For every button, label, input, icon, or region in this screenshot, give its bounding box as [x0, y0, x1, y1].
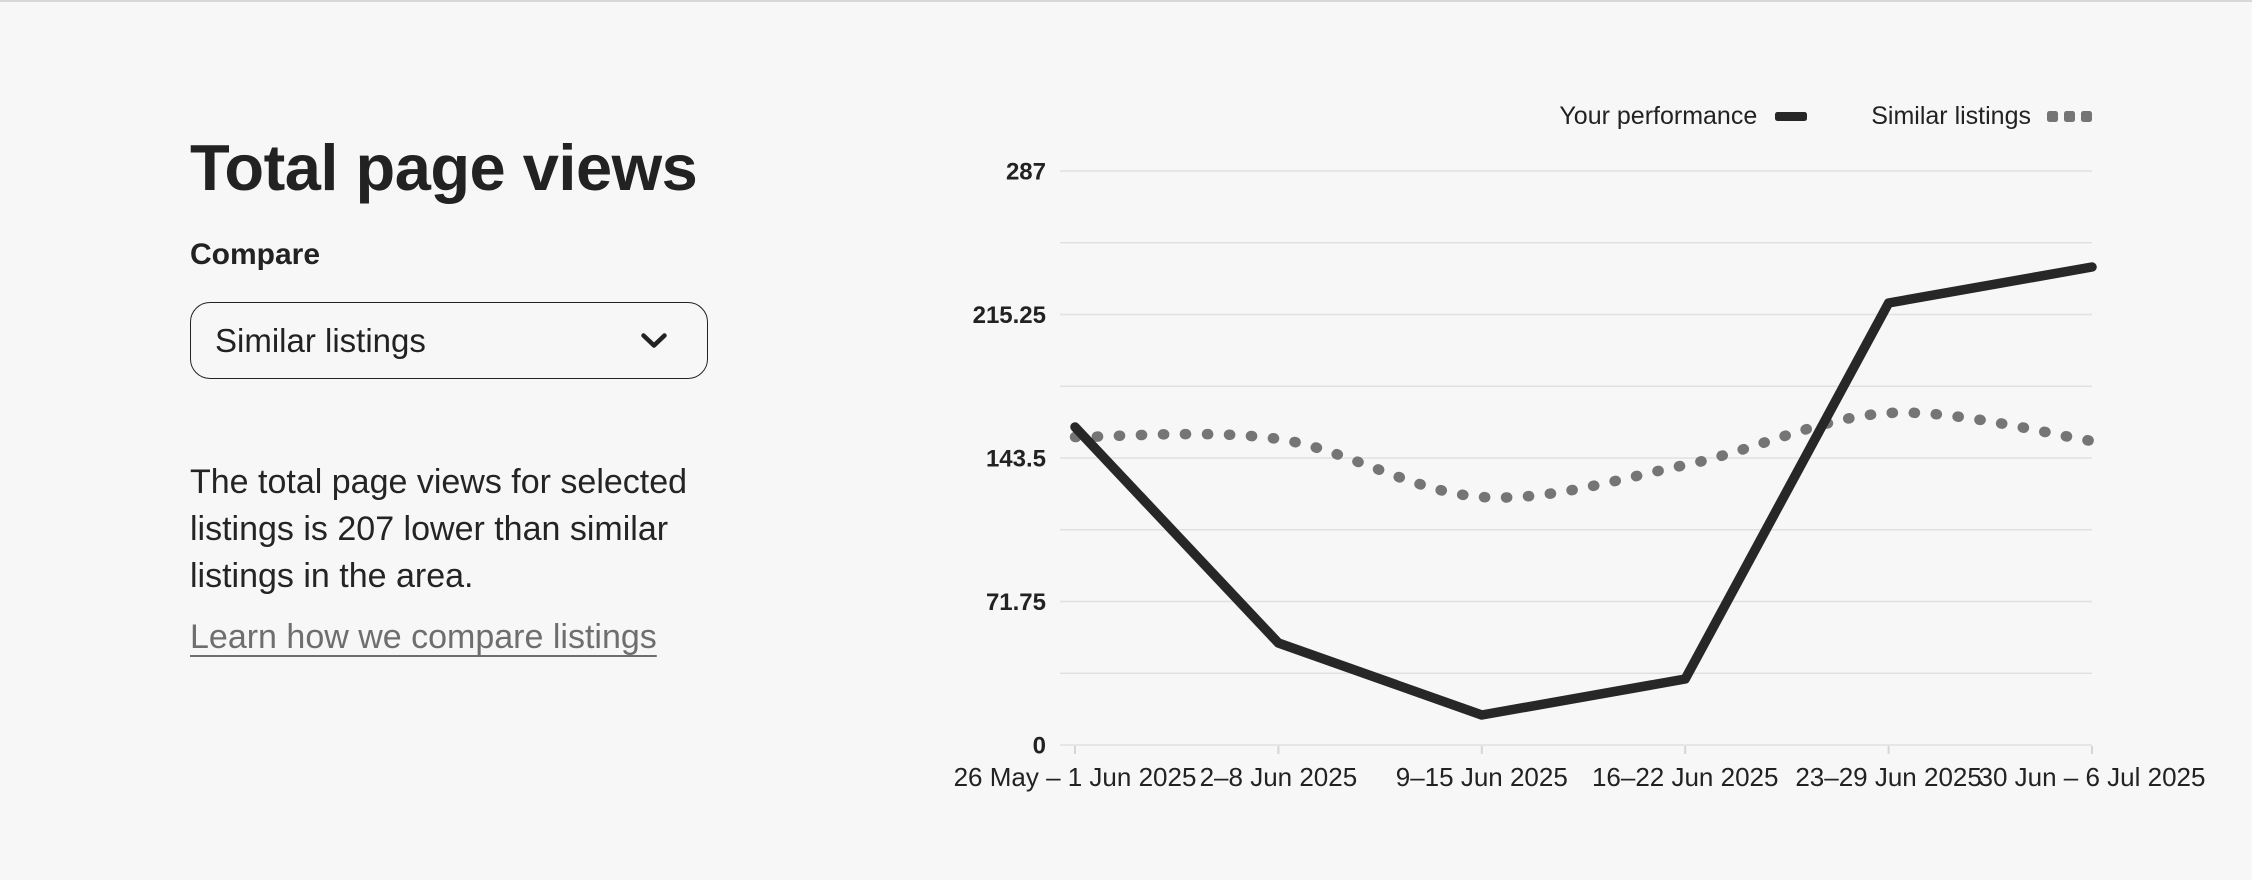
solid-line-icon	[1775, 111, 1808, 121]
learn-how-we-compare-link[interactable]: Learn how we compare listings	[190, 618, 657, 656]
top-divider	[0, 0, 2252, 2]
page-title: Total page views	[190, 130, 698, 204]
dotted-line-icon	[2047, 110, 2092, 122]
legend-item-similar-listings: Similar listings	[1871, 102, 2092, 131]
x-axis-label: 23–29 Jun 2025	[1795, 762, 1982, 792]
x-axis-label: 26 May – 1 Jun 2025	[954, 762, 1197, 792]
compare-select-value: Similar listings	[215, 321, 426, 359]
legend-item-your-performance: Your performance	[1559, 101, 1808, 131]
y-axis-tick-label: 71.75	[986, 589, 1046, 616]
x-axis-label: 16–22 Jun 2025	[1592, 762, 1779, 792]
chevron-down-icon	[641, 332, 667, 349]
legend-label-similar-listings: Similar listings	[1871, 101, 2031, 130]
y-axis-tick-label: 143.5	[986, 446, 1046, 473]
x-axis-label: 9–15 Jun 2025	[1396, 762, 1568, 792]
your-performance-series-line	[1070, 262, 2097, 720]
summary-text: The total page views for selected listin…	[190, 463, 688, 595]
chart-legend: Your performance Similar listings	[1559, 100, 2092, 132]
compare-label: Compare	[190, 238, 321, 271]
x-axis-label: 2–8 Jun 2025	[1200, 762, 1358, 792]
x-axis-label: 30 Jun – 6 Jul 2025	[1979, 762, 2206, 792]
y-axis-tick-label: 0	[1033, 733, 1046, 760]
y-axis-tick-label: 215.25	[973, 302, 1046, 329]
y-axis-tick-label: 287	[1006, 159, 1046, 186]
legend-label-your-performance: Your performance	[1559, 101, 1758, 130]
compare-select[interactable]: Similar listings	[190, 302, 708, 379]
similar-listings-series-line	[1069, 407, 2098, 503]
